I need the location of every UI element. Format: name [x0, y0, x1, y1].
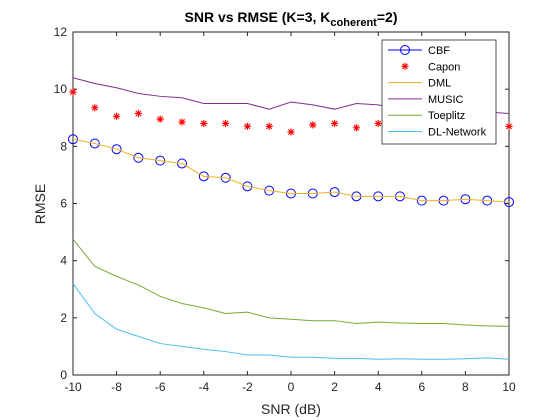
legend-label-cbf: CBF: [428, 45, 450, 57]
legend-sample-capon: [401, 62, 409, 70]
y-tick-label: 0: [60, 368, 67, 382]
chart-title: SNR vs RMSE (K=3, Kcoherent=2): [185, 9, 398, 29]
data-point-cbf: [89, 138, 100, 149]
x-tick-label: -6: [155, 380, 166, 394]
data-point-capon: [505, 122, 513, 130]
data-point-capon: [200, 119, 208, 128]
axis-ticks: -10 -8 -6 -4 -2 0 2 4 6 8 10 0 2 4 6 8 10 12: [54, 25, 516, 394]
x-tick-label: -2: [242, 380, 253, 394]
y-tick-label: 2: [60, 311, 67, 325]
data-point-capon: [243, 122, 251, 130]
x-tick-label: 0: [288, 380, 295, 394]
data-point-cbf: [242, 181, 253, 192]
data-point-capon: [352, 124, 360, 132]
data-point-cbf: [264, 185, 275, 196]
series-line-dl-network: [72, 283, 510, 360]
y-axis-label: RMSE: [32, 184, 48, 224]
series-toeplitz: [72, 238, 510, 327]
legend-sample-cbf: [388, 45, 422, 55]
y-tick-label: 6: [60, 197, 67, 211]
data-point-capon: [91, 104, 99, 112]
x-tick-label: -4: [198, 380, 209, 394]
x-tick-label: 2: [331, 380, 338, 394]
series-dl-network: [72, 283, 510, 360]
x-axis-label: SNR (dB): [261, 401, 321, 417]
legend: CBF Capon DML MUSIC Toeplitz DL-Network: [381, 39, 497, 145]
x-tick-label: 4: [375, 380, 382, 394]
y-tick-label: 8: [60, 139, 67, 153]
data-point-capon: [134, 109, 142, 118]
data-point-capon: [374, 119, 382, 128]
y-tick-label: 12: [54, 25, 68, 39]
x-tick-label: -10: [64, 380, 82, 394]
x-tick-label: 8: [462, 380, 469, 394]
x-tick-label: -8: [111, 380, 122, 394]
data-point-cbf: [68, 134, 78, 145]
x-tick-label: 10: [502, 380, 516, 394]
series-line-dml: [72, 138, 510, 203]
legend-label-toeplitz: Toeplitz: [428, 110, 465, 122]
data-point-cbf: [133, 152, 144, 163]
data-point-capon: [309, 121, 317, 129]
legend-label-capon: Capon: [428, 61, 460, 73]
legend-label-dml: DML: [428, 78, 451, 90]
data-point-capon: [331, 119, 339, 128]
data-point-capon: [287, 128, 295, 136]
legend-marker-cbf: [400, 45, 410, 55]
data-point-capon: [265, 122, 273, 130]
legend-box: [381, 39, 497, 145]
data-point-cbf: [177, 158, 187, 169]
data-point-cbf: [111, 144, 122, 155]
data-point-capon: [156, 115, 164, 123]
series-dml: [72, 138, 510, 203]
legend-label-dl-network: DL-Network: [428, 127, 487, 139]
data-point-capon: [222, 119, 230, 128]
x-tick-label: 6: [418, 380, 425, 394]
series-line-toeplitz: [72, 238, 510, 327]
y-tick-label: 4: [60, 254, 67, 268]
data-point-capon: [113, 112, 121, 120]
legend-label-music: MUSIC: [428, 94, 464, 106]
data-point-capon: [178, 118, 186, 126]
y-tick-label: 10: [54, 82, 68, 96]
data-point-cbf: [155, 155, 166, 166]
legend-marker-capon: [401, 62, 409, 70]
data-point-capon: [69, 88, 77, 96]
